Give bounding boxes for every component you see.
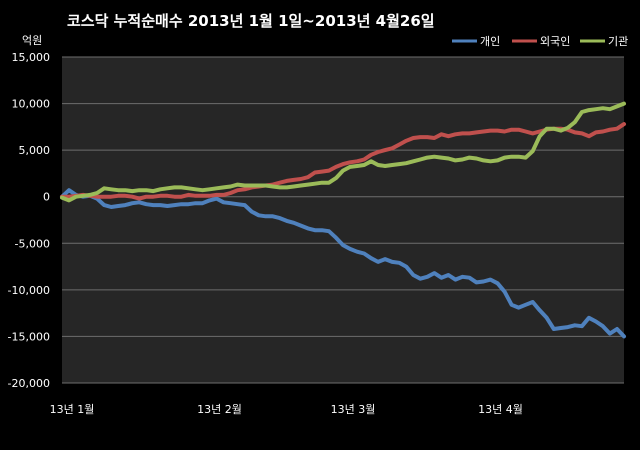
y-tick-label: 0: [43, 191, 50, 204]
y-tick-label: -5,000: [15, 237, 50, 250]
legend: 개인 외국인 기관: [452, 35, 628, 48]
y-tick-label: -10,000: [8, 284, 50, 297]
legend-label: 기관: [608, 35, 628, 48]
x-tick-label: 13년 4월: [478, 403, 523, 416]
y-axis-ticks: 15,000 10,000 5,000 0 -5,000 -10,000 -15,000 -2…: [8, 51, 50, 390]
y-tick-label: 15,000: [12, 51, 51, 64]
x-axis-ticks: 13년 1월 13년 2월 13년 3월 13년 4월: [50, 403, 523, 416]
series-line-2: [60, 122, 626, 201]
y-axis-unit-label: 억원: [22, 34, 42, 47]
x-tick-label: 13년 1월: [50, 403, 95, 416]
series-lines: [60, 101, 626, 339]
x-tick-label: 13년 2월: [197, 403, 242, 416]
y-tick-label: -15,000: [8, 330, 50, 343]
chart-title: 코스닥 누적순매수 2013년 1월 1일~2013년 4월26일: [67, 12, 435, 30]
x-tick-label: 13년 3월: [331, 403, 376, 416]
series-line-1: [60, 188, 626, 339]
series-line-3: [60, 101, 626, 203]
y-tick-label: 5,000: [19, 144, 51, 157]
plot-area: [62, 57, 624, 383]
y-tick-label: -20,000: [8, 377, 50, 390]
legend-label: 개인: [480, 35, 500, 48]
y-tick-label: 10,000: [12, 98, 51, 111]
legend-label: 외국인: [540, 35, 570, 48]
